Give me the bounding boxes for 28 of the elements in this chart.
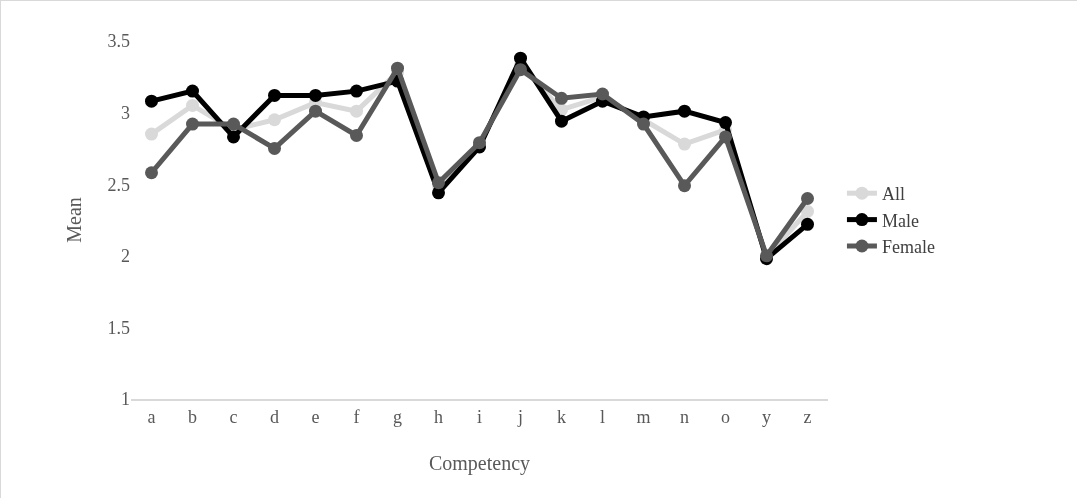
x-tick-label: f: [353, 406, 360, 427]
x-tick-label: e: [311, 406, 320, 427]
y-tick-label: 3.5: [107, 31, 130, 52]
x-tick-label: k: [557, 406, 566, 427]
legend-label: Female: [881, 237, 935, 258]
y-tick-label: 1: [121, 389, 130, 410]
x-tick-label: z: [803, 406, 812, 427]
x-tick-label: a: [147, 406, 156, 427]
y-tick-label: 2: [121, 246, 130, 267]
y-tick-label: 3: [121, 102, 130, 123]
x-tick-label: j: [516, 406, 524, 427]
y-axis-title: Mean: [63, 197, 85, 243]
legend-label: Male: [881, 210, 919, 231]
x-tick-label: y: [762, 406, 771, 427]
x-tick-label: g: [393, 406, 402, 427]
x-axis-title: Competency: [428, 452, 531, 475]
y-tick-label: 2.5: [107, 174, 130, 195]
x-tick-label: c: [229, 406, 238, 427]
x-tick-label: h: [434, 406, 443, 427]
legend-label: All: [881, 184, 905, 205]
x-tick-label: b: [188, 406, 197, 427]
x-tick-label: o: [721, 406, 730, 427]
x-tick-label: m: [636, 406, 651, 427]
x-tick-label: d: [270, 406, 279, 427]
x-tick-label: n: [680, 406, 689, 427]
y-tick-label: 1.5: [107, 317, 130, 338]
x-tick-label: i: [476, 406, 483, 427]
x-tick-label: l: [599, 406, 606, 427]
